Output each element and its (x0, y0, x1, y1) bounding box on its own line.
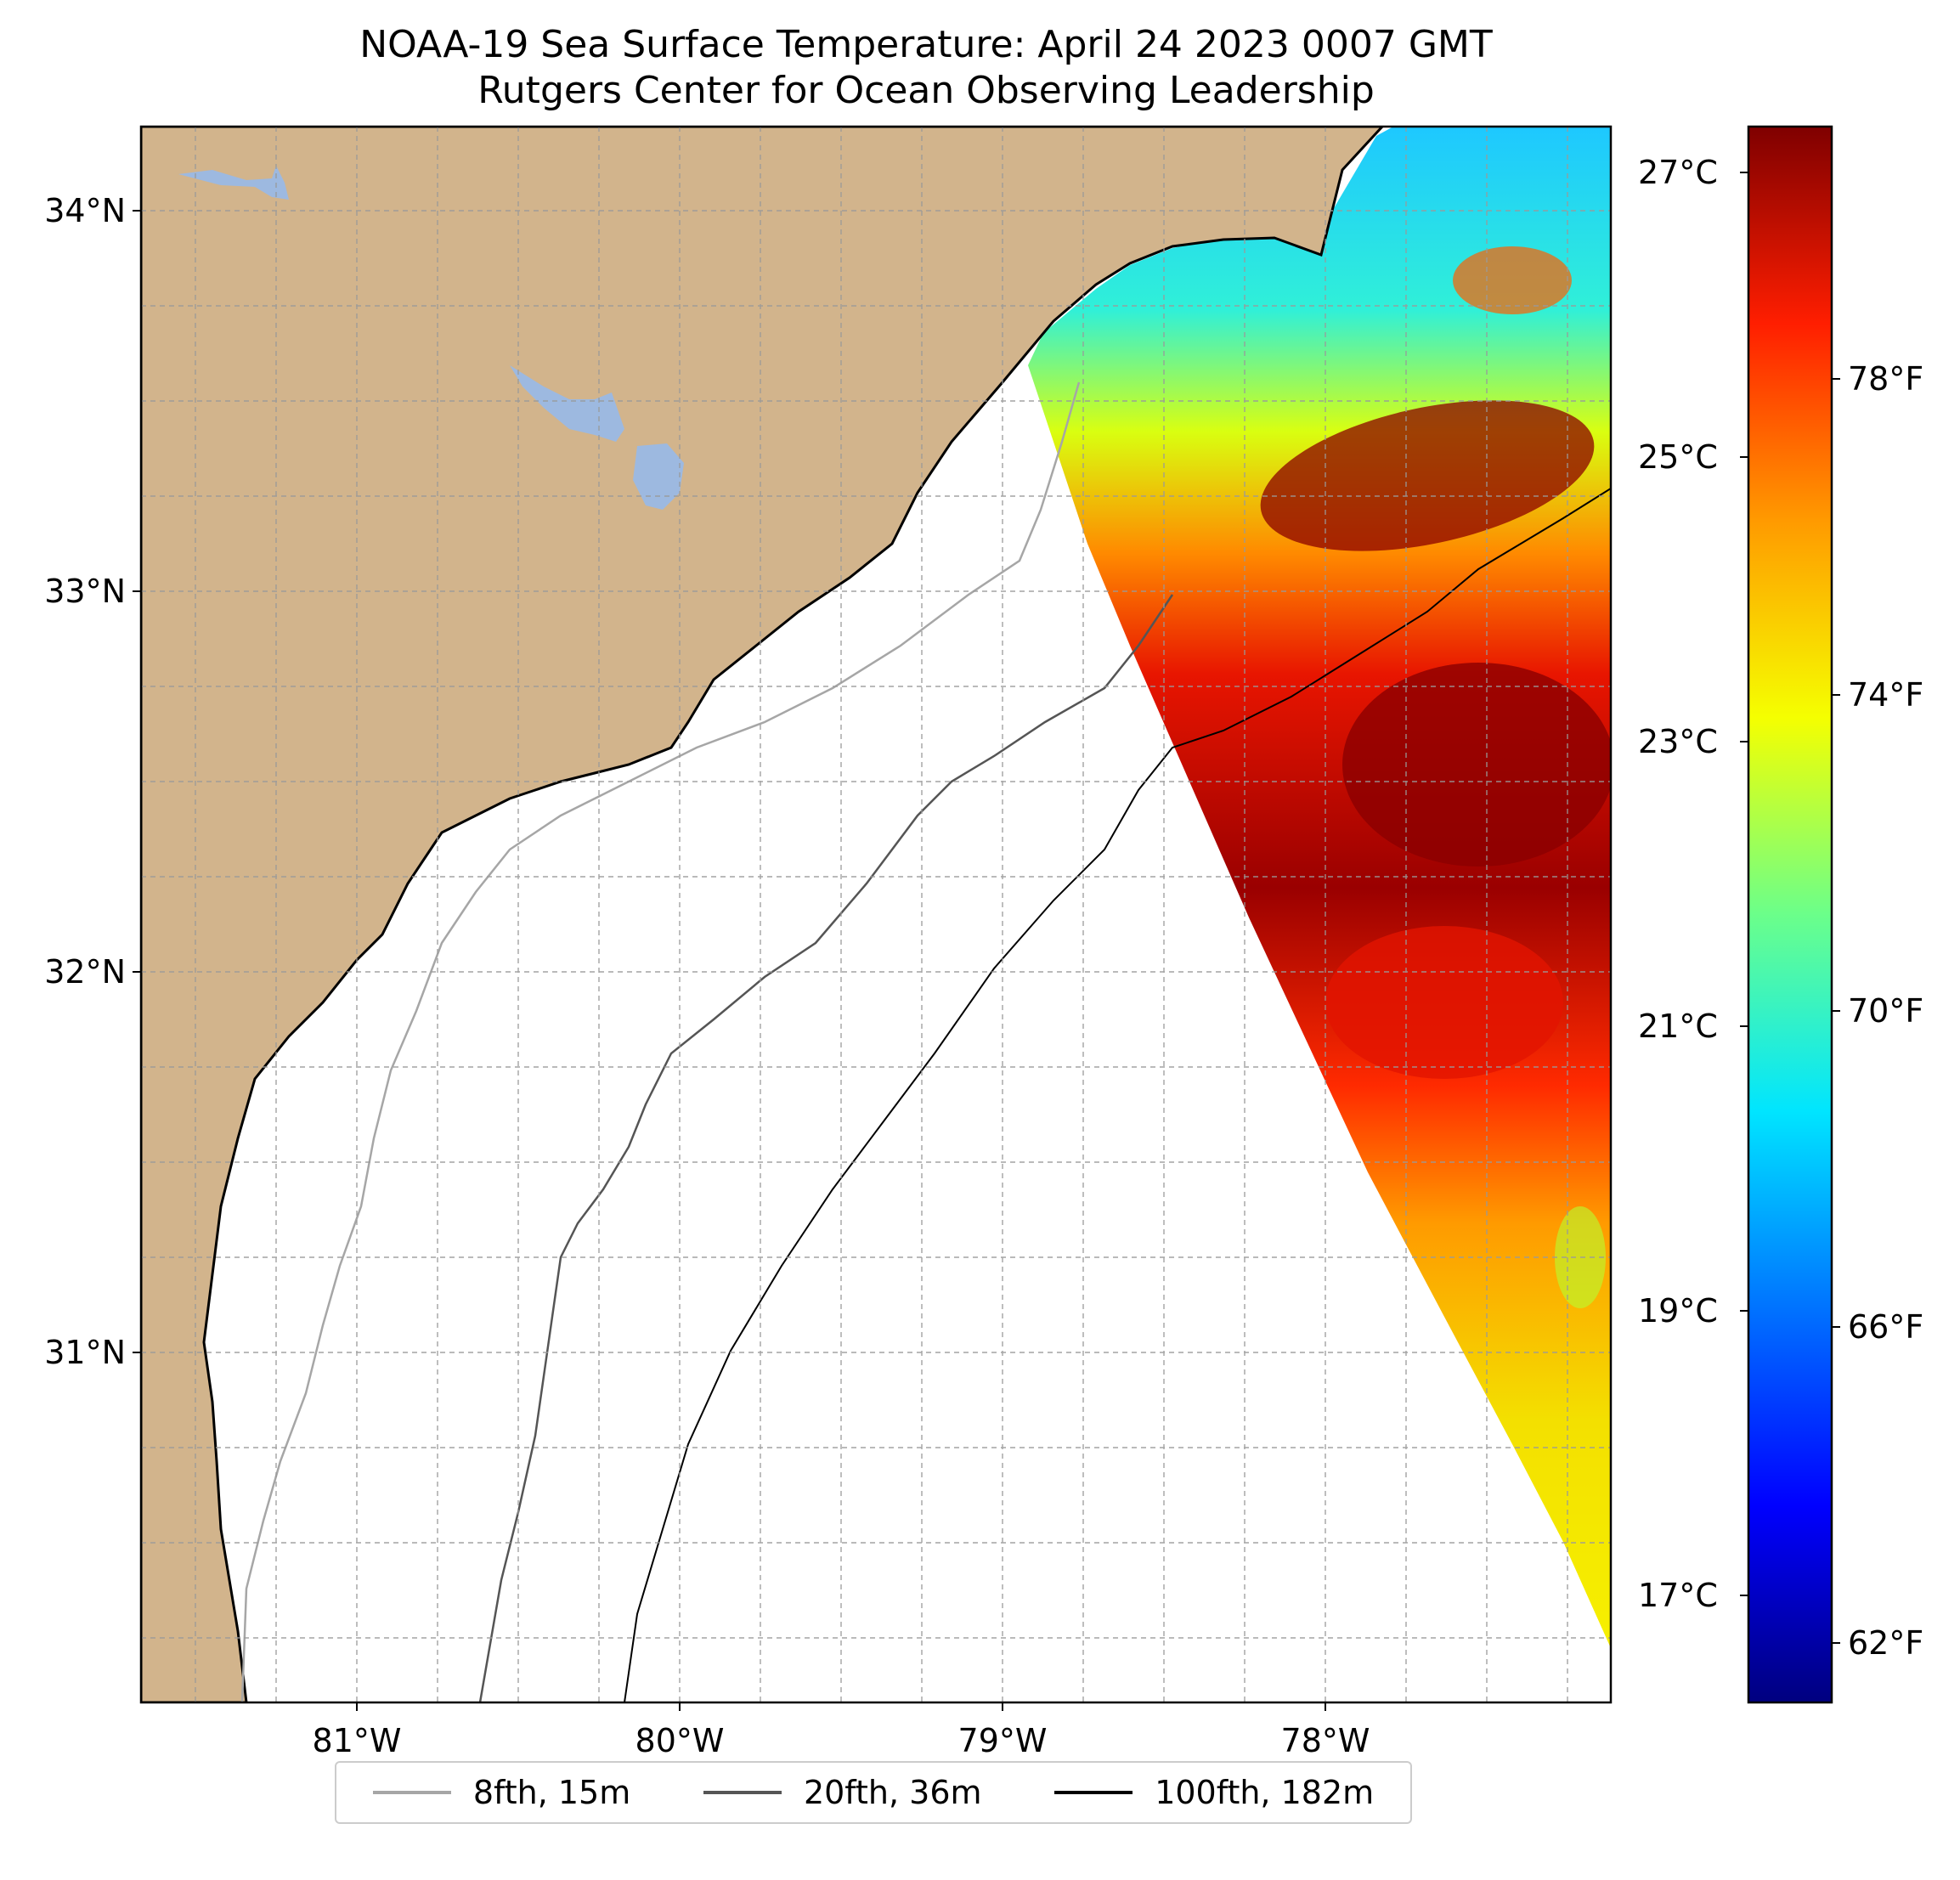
celsius-label: 27°C (1638, 154, 1718, 191)
celsius-label: 23°C (1638, 723, 1718, 760)
lon-label: 81°W (313, 1722, 402, 1759)
lake-marion (510, 365, 624, 442)
fahrenheit-label: 78°F (1848, 360, 1923, 398)
colorbar-celsius-ticks (1740, 172, 1748, 1596)
lat-label: 31°N (44, 1334, 126, 1371)
celsius-label: 17°C (1638, 1577, 1718, 1614)
chart-title: NOAA-19 Sea Surface Temperature: April 2… (359, 23, 1493, 66)
legend-label: 8fth, 15m (472, 1774, 631, 1811)
sst-warm-core-south (1325, 926, 1563, 1079)
isobath-legend: 8fth, 15m 20fth, 36m 100fth, 182m (335, 1761, 1412, 1824)
longitude-axis (356, 1702, 1326, 1711)
legend-item-100fth: 100fth, 182m (1054, 1774, 1374, 1811)
legend-item-20fth: 20fth, 36m (703, 1774, 982, 1811)
lon-label: 79°W (958, 1722, 1048, 1759)
gridlines (141, 127, 1611, 1702)
sst-warm-core-north (1260, 400, 1595, 551)
colorbar-fahrenheit-ticks (1832, 378, 1840, 1644)
legend-swatch (372, 1791, 451, 1794)
lake-north (178, 166, 289, 200)
lat-label: 34°N (44, 192, 126, 229)
isobath-100fth (624, 488, 1611, 1702)
legend-item-8fth: 8fth, 15m (372, 1774, 631, 1811)
fahrenheit-label: 70°F (1848, 992, 1923, 1030)
sst-warm-patch-ne (1453, 246, 1572, 314)
isobath-8fth (240, 381, 1081, 1702)
land-mass (141, 127, 1385, 1702)
celsius-label: 19°C (1638, 1292, 1718, 1330)
lake-moultrie (633, 443, 684, 510)
legend-swatch (1054, 1791, 1133, 1794)
latitude-axis (133, 210, 141, 1353)
isobath-20fth (478, 594, 1174, 1702)
map-panel (141, 127, 1611, 1702)
legend-swatch (703, 1791, 782, 1794)
lat-label: 33°N (44, 573, 126, 610)
chart-subtitle: Rutgers Center for Ocean Observing Leade… (477, 69, 1375, 112)
celsius-label: 21°C (1638, 1008, 1718, 1045)
lat-label: 32°N (44, 953, 126, 991)
sst-warm-core-central (1342, 663, 1611, 867)
colorbar (1747, 125, 1833, 1704)
legend-label: 20fth, 36m (803, 1774, 982, 1811)
fahrenheit-label: 62°F (1848, 1624, 1923, 1662)
lon-label: 78°W (1281, 1722, 1370, 1759)
celsius-label: 25°C (1638, 438, 1718, 476)
map-frame (139, 125, 1613, 1704)
legend-label: 100fth, 182m (1155, 1774, 1375, 1811)
fahrenheit-label: 66°F (1848, 1308, 1923, 1346)
lon-label: 80°W (635, 1722, 725, 1759)
fahrenheit-label: 74°F (1848, 676, 1923, 714)
